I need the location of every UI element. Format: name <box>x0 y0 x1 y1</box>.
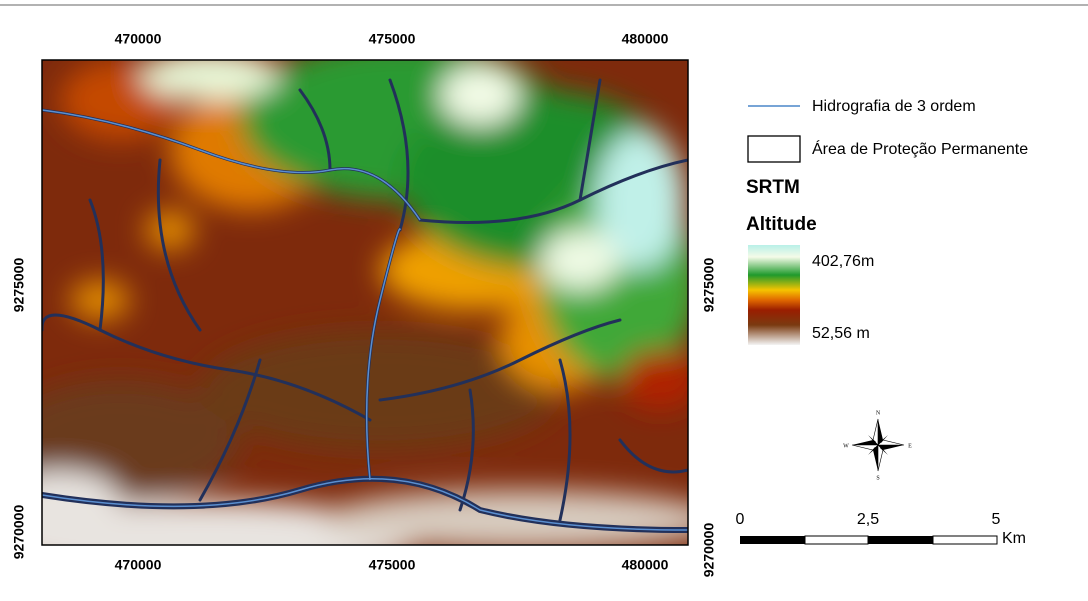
legend-label: Área de Proteção Permanente <box>812 139 1028 158</box>
compass-letter: S <box>876 475 879 481</box>
x-coordinate: 480000 <box>622 31 669 47</box>
scale-bar: 0 2,5 5 Km <box>736 511 1026 547</box>
scale-label: 5 <box>992 511 1001 528</box>
y-coordinate: 9270000 <box>701 523 717 578</box>
ramp-min-label: 52,56 m <box>812 325 870 342</box>
north-arrow: N S E W <box>843 410 912 481</box>
legend-heading: SRTM <box>746 177 800 198</box>
x-coordinate: 475000 <box>369 31 416 47</box>
y-coordinate: 9270000 <box>11 505 27 560</box>
ramp-max-label: 402,76m <box>812 253 874 270</box>
y-coordinate: 9275000 <box>701 258 717 313</box>
scale-label: 0 <box>736 511 745 528</box>
map-figure: 470000 475000 480000 470000 475000 48000… <box>0 0 1088 601</box>
x-coordinate: 475000 <box>369 557 416 573</box>
x-coordinate: 480000 <box>622 557 669 573</box>
legend-box <box>748 136 800 162</box>
compass-letter: N <box>876 410 881 416</box>
color-ramp <box>748 245 800 345</box>
scale-label: 2,5 <box>857 511 879 528</box>
legend: Hidrografia de 3 ordem Área de Proteção … <box>746 98 1028 345</box>
compass-letter: E <box>908 443 912 449</box>
legend-subheading: Altitude <box>746 214 817 235</box>
x-coordinate: 470000 <box>115 31 162 47</box>
x-coordinate: 470000 <box>115 557 162 573</box>
compass-letter: W <box>843 443 849 449</box>
elevation-raster <box>0 40 720 580</box>
y-coordinate: 9275000 <box>11 258 27 313</box>
legend-label: Hidrografia de 3 ordem <box>812 98 976 115</box>
scale-unit: Km <box>1002 530 1026 547</box>
